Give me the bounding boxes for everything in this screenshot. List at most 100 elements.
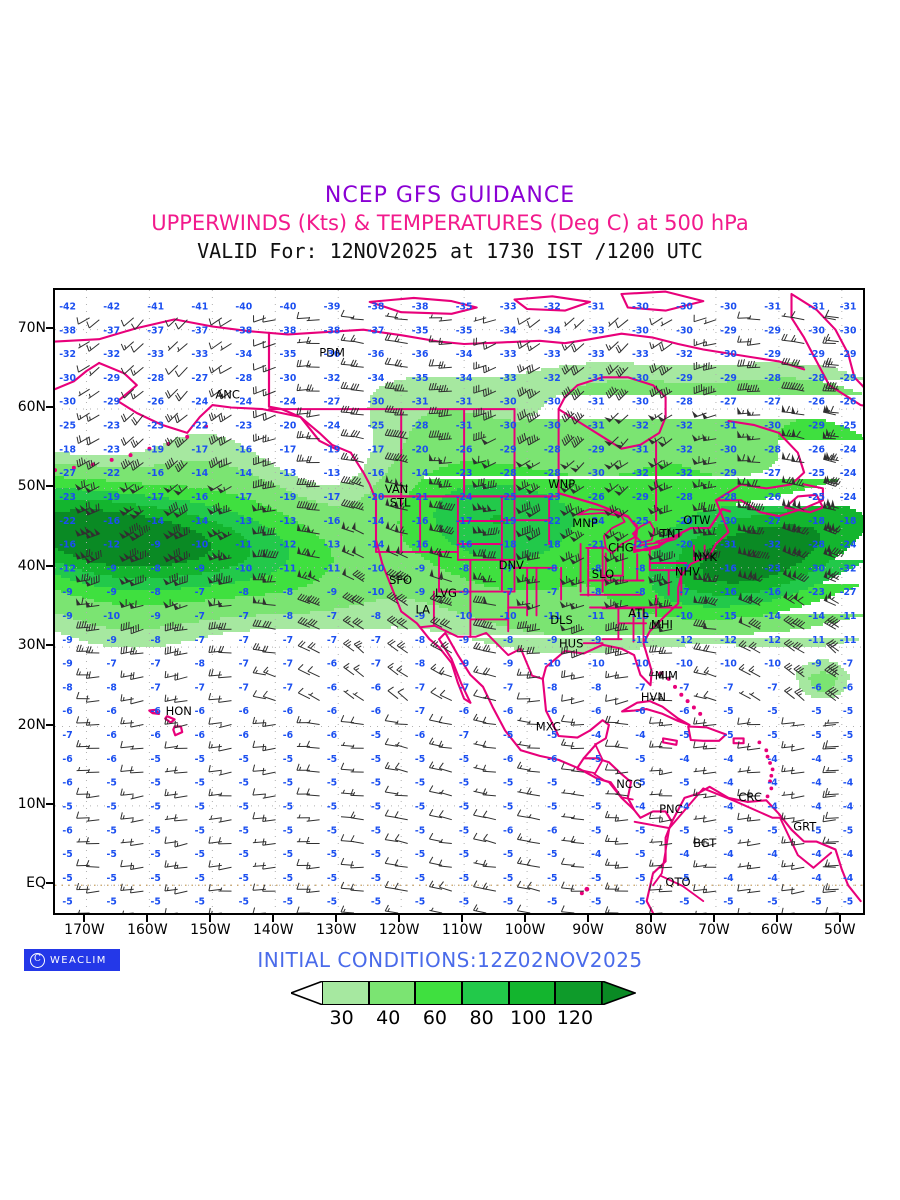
temperature-value: -26 (808, 444, 825, 455)
wind-barb (604, 412, 619, 423)
wind-barb (262, 794, 276, 799)
wind-barb (473, 361, 487, 370)
wind-barb (306, 817, 320, 822)
temperature-value: -5 (767, 730, 777, 741)
wind-barb (526, 388, 541, 399)
temperature-value: -13 (324, 540, 341, 551)
temperature-value: -5 (107, 802, 117, 813)
wind-barb (120, 388, 135, 399)
wind-barb (163, 524, 181, 540)
wind-barb (825, 475, 841, 485)
wind-barb (571, 412, 585, 425)
wind-barb (262, 884, 276, 892)
wind-barb (483, 833, 497, 844)
temperature-value: -7 (151, 659, 161, 670)
temperature-value: -29 (808, 421, 825, 432)
wind-barb (84, 574, 100, 587)
wind-barb (296, 338, 310, 344)
wind-barb (86, 319, 100, 329)
temperature-value: -37 (147, 325, 164, 336)
wind-barb (825, 838, 839, 843)
temperature-value: -9 (415, 611, 425, 622)
title-block: NCEP GFS GUIDANCE UPPERWINDS (Kts) & TEM… (0, 182, 900, 266)
wind-barb (350, 835, 364, 844)
wind-barb (615, 319, 629, 329)
temperature-value: -22 (103, 468, 120, 479)
temperature-value: -4 (679, 802, 690, 813)
lat-tick-label: 10N (17, 795, 46, 812)
wind-barb (482, 527, 500, 536)
temperature-value: -5 (679, 730, 689, 741)
temperature-value: -17 (147, 492, 164, 503)
wind-barb (605, 670, 619, 679)
wind-barb (297, 640, 311, 652)
wind-barb (826, 544, 844, 558)
city-label: QTO (665, 875, 690, 889)
wind-barb (208, 456, 223, 469)
wind-barb (603, 575, 619, 586)
wind-barb (262, 645, 276, 654)
temperature-value: -18 (808, 516, 825, 527)
wind-barb (350, 716, 364, 725)
wind-barb (340, 309, 355, 319)
temperature-value: -7 (371, 635, 381, 646)
colorbar-segment (508, 981, 556, 1005)
temperature-value: -5 (151, 897, 161, 908)
wind-barb (517, 409, 531, 421)
temperature-value: -5 (195, 897, 205, 908)
wind-barb (340, 762, 355, 771)
wind-barb (702, 550, 721, 560)
temperature-value: -5 (811, 897, 821, 908)
wind-barb (164, 908, 178, 913)
temperature-value: -25 (808, 468, 825, 479)
wind-barb (605, 621, 619, 632)
wind-barb (525, 503, 541, 518)
temperature-value: -5 (62, 849, 72, 860)
wind-barb (737, 788, 751, 797)
lat-tick-label: 20N (17, 716, 46, 733)
wind-barb (262, 340, 276, 349)
wind-barb (516, 574, 531, 583)
temperature-value: -35 (456, 325, 473, 336)
wind-barb (649, 385, 663, 398)
temperature-value: -12 (720, 635, 737, 646)
lat-tick (46, 882, 53, 885)
temperature-value: -5 (195, 873, 205, 884)
temperature-value: -5 (679, 825, 689, 836)
initial-conditions-label: INITIAL CONDITIONS:12Z02NOV2025 (257, 948, 643, 972)
temperature-value: -36 (368, 349, 385, 360)
wind-barb (76, 457, 90, 468)
wind-barb (605, 694, 619, 702)
wind-barb (693, 314, 707, 323)
wind-barb (296, 742, 310, 747)
wind-barb (826, 521, 841, 533)
wind-barb (428, 880, 443, 890)
wind-barb (701, 412, 717, 420)
lat-tick (46, 485, 53, 488)
wind-barb (525, 527, 541, 541)
temperature-value: -7 (679, 587, 689, 598)
temperature-value: -19 (147, 444, 164, 455)
temperature-value: -30 (720, 349, 737, 360)
temperature-value: -8 (151, 587, 161, 598)
temperature-value: -10 (676, 611, 693, 622)
wind-barb (350, 315, 364, 321)
temperature-value: -27 (764, 397, 781, 408)
temperature-value: -7 (327, 635, 337, 646)
temperature-value: -5 (723, 730, 733, 741)
wind-barb (791, 476, 805, 487)
wind-barb (482, 620, 496, 630)
wind-barb (251, 503, 267, 512)
temperature-value: -7 (283, 635, 293, 646)
temperature-value: -20 (280, 421, 297, 432)
wind-barb (174, 814, 188, 822)
wind-barb (438, 762, 452, 773)
temperature-value: -34 (456, 373, 473, 384)
temperature-value: -5 (767, 706, 777, 717)
temperature-value: -31 (720, 421, 737, 432)
wind-barb (569, 602, 585, 610)
temperature-value: -5 (547, 897, 557, 908)
temperature-value: -5 (62, 897, 72, 908)
temperature-value: -9 (62, 611, 72, 622)
wind-barb (428, 832, 443, 843)
